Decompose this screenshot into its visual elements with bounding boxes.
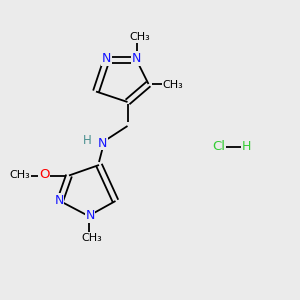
Text: N: N (98, 136, 108, 150)
Text: Cl: Cl (212, 140, 226, 153)
Text: CH₃: CH₃ (129, 32, 150, 43)
Text: O: O (39, 168, 50, 182)
Text: N: N (54, 194, 64, 207)
Text: CH₃: CH₃ (10, 170, 31, 180)
Text: CH₃: CH₃ (163, 80, 184, 90)
Text: H: H (83, 134, 92, 148)
Text: H: H (242, 140, 251, 153)
Text: N: N (132, 52, 141, 65)
Text: N: N (102, 52, 111, 65)
Text: CH₃: CH₃ (81, 233, 102, 243)
Text: N: N (85, 209, 95, 222)
